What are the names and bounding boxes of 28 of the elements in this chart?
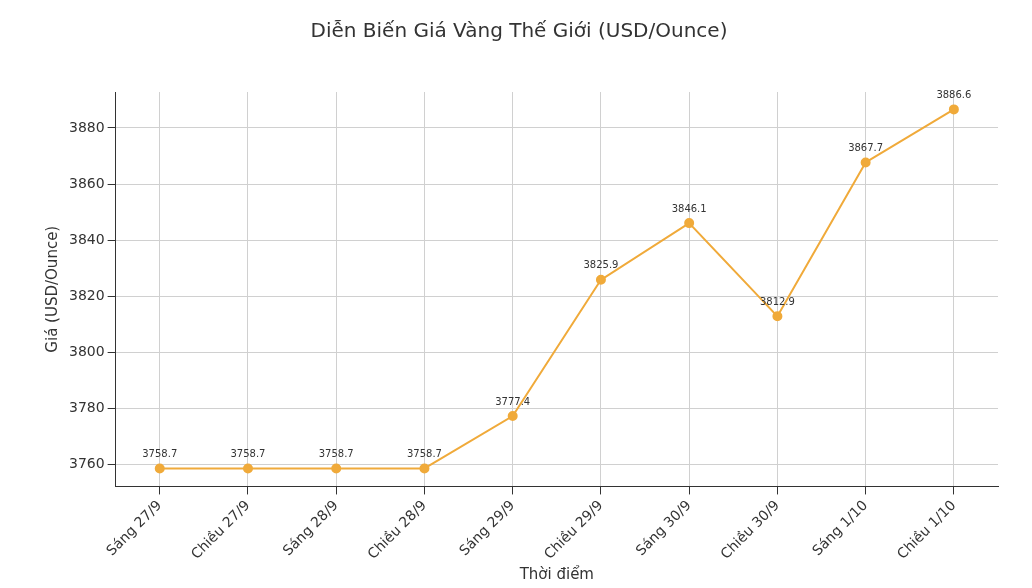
data-label: 3846.1	[671, 202, 707, 214]
y-tick-label: 3800	[68, 343, 105, 360]
y-tick-label: 3820	[68, 287, 105, 304]
point	[948, 104, 959, 115]
data-label: 3825.9	[583, 259, 619, 271]
data-label: 3758.7	[142, 448, 178, 460]
point	[684, 218, 695, 229]
point	[507, 410, 518, 421]
data-label: 3886.6	[936, 89, 972, 100]
x-axis-title: Thời điểm	[518, 564, 594, 583]
point	[419, 463, 430, 474]
data-label: 3758.7	[406, 448, 442, 460]
point	[595, 274, 606, 285]
chart-title: Diễn Biến Giá Vàng Thế Giới (USD/Ounce)	[310, 18, 728, 43]
y-tick-label: 3840	[68, 230, 105, 247]
point	[331, 463, 342, 474]
y-axis-title: Giá (USD/Ounce)	[42, 225, 61, 353]
y-tick-label: 3780	[68, 399, 105, 416]
y-tick-label: 3760	[68, 455, 105, 472]
data-label: 3758.7	[318, 448, 354, 460]
y-tick-label: 3860	[68, 174, 105, 191]
point	[860, 157, 871, 168]
point	[154, 463, 165, 474]
y-tick-label: 3880	[68, 118, 105, 135]
data-label: 3758.7	[230, 448, 266, 460]
point	[772, 311, 783, 322]
point	[242, 463, 253, 474]
data-label: 3867.7	[848, 142, 884, 154]
